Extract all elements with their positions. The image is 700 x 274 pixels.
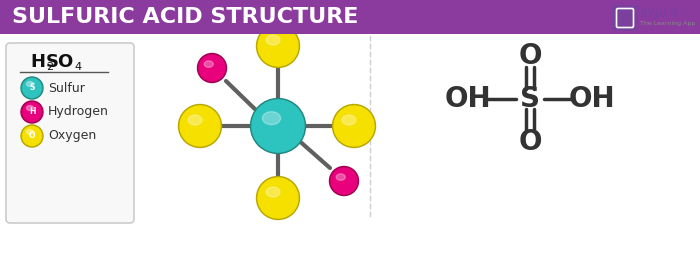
Ellipse shape [266,187,280,197]
Text: Sulfur: Sulfur [48,81,85,95]
Circle shape [330,167,358,196]
Circle shape [22,127,41,145]
Text: Oxygen: Oxygen [48,130,97,142]
Ellipse shape [188,115,202,125]
Text: O: O [29,132,35,141]
Circle shape [252,100,304,152]
Text: O: O [518,128,542,156]
Text: H: H [31,53,46,71]
Ellipse shape [266,35,280,45]
Ellipse shape [342,115,356,125]
Text: SO: SO [46,53,74,71]
Ellipse shape [336,174,345,180]
Circle shape [258,178,298,218]
Circle shape [22,102,41,121]
Circle shape [21,125,43,147]
Text: S: S [520,85,540,113]
Text: OH: OH [568,85,615,113]
Text: Hydrogen: Hydrogen [48,105,109,118]
Ellipse shape [27,105,34,110]
Circle shape [199,55,225,81]
Text: H: H [29,107,35,116]
Text: SULFURIC ACID STRUCTURE: SULFURIC ACID STRUCTURE [12,7,358,27]
Circle shape [21,77,43,99]
Circle shape [22,78,41,98]
Text: 2: 2 [46,62,53,72]
Text: S: S [29,84,35,93]
Circle shape [258,26,298,66]
Circle shape [180,106,220,146]
FancyBboxPatch shape [6,43,134,223]
Circle shape [256,24,300,67]
Ellipse shape [204,61,214,67]
Ellipse shape [262,112,281,125]
Circle shape [332,104,375,147]
Circle shape [251,98,305,153]
Circle shape [331,168,357,194]
Text: 4: 4 [74,62,81,72]
Circle shape [197,53,227,82]
Circle shape [21,101,43,123]
FancyBboxPatch shape [612,5,638,31]
Circle shape [334,106,374,146]
Text: BYJU'S: BYJU'S [640,9,678,19]
Circle shape [256,176,300,219]
FancyBboxPatch shape [0,0,700,34]
Circle shape [178,104,221,147]
Ellipse shape [27,81,34,87]
Text: O: O [518,42,542,70]
Ellipse shape [27,130,34,135]
Text: The Learning App: The Learning App [640,21,695,25]
Text: OH: OH [444,85,491,113]
